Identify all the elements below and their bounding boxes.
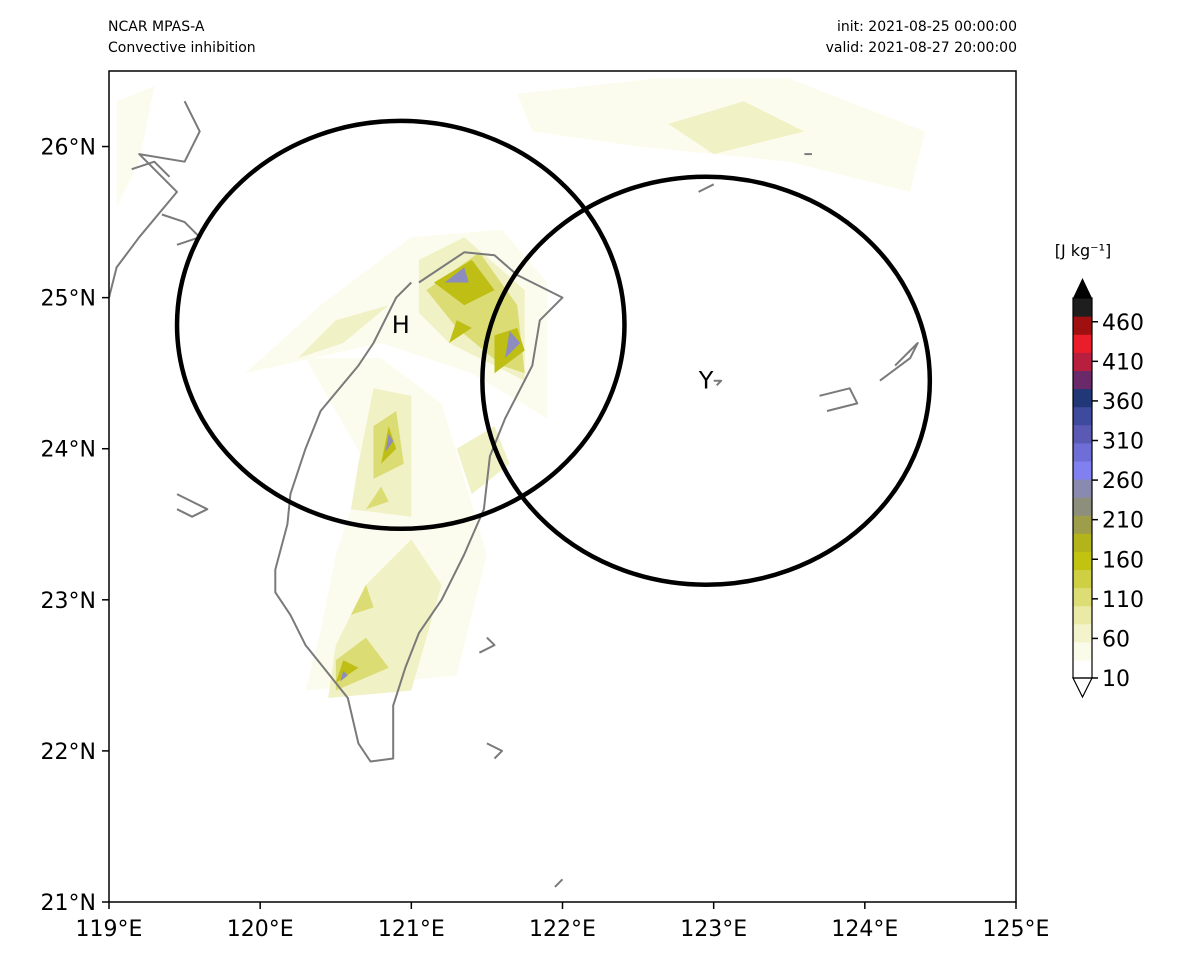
colorbar-tick-label: 210 — [1102, 509, 1144, 534]
colorbar-extend-min-triangle — [1072, 677, 1093, 699]
init-time: init: 2021-08-25 00:00:00 — [837, 19, 1017, 35]
colorbar-band-20 — [1073, 298, 1092, 317]
colorbar: [J kg⁻¹] 10 60 110 160 210 260 310 360 410 460 — [1055, 241, 1144, 699]
range-ring-y — [480, 174, 933, 587]
colorbar-band-18 — [1073, 334, 1092, 353]
lat-tick-label: 22°N — [41, 740, 96, 765]
lat-tick-label: 26°N — [41, 136, 96, 161]
cin-contour-60-5 — [668, 101, 805, 155]
colorbar-band-13 — [1073, 424, 1092, 444]
marker-label-h: H — [392, 311, 410, 339]
lon-tick-label: 119°E — [76, 917, 143, 942]
figure-header-left: NCAR MPAS-A Convective inhibition — [108, 17, 256, 59]
colorbar-band-11 — [1073, 460, 1092, 480]
coastline-1 — [109, 100, 201, 298]
colorbar-band-17 — [1073, 352, 1092, 371]
cin-contour-230-2 — [385, 433, 394, 452]
colorbar-tick-label: 410 — [1102, 350, 1144, 375]
colorbar-tick-label: 260 — [1102, 469, 1144, 494]
coastline-8 — [879, 342, 919, 382]
colorbar-tick-label: 460 — [1102, 311, 1144, 336]
marker-layer: HY — [174, 118, 933, 587]
colorbar-band-15 — [1073, 388, 1092, 408]
coastline-12 — [554, 878, 564, 888]
cin-contour-160-3 — [335, 660, 359, 683]
cin-contour-230-1 — [505, 330, 521, 359]
colorbar-band-6 — [1073, 551, 1092, 571]
colorbar-band-5 — [1073, 569, 1092, 589]
colorbar-band-2 — [1073, 623, 1092, 643]
model-name: NCAR MPAS-A — [108, 19, 205, 35]
coastline-4 — [176, 493, 209, 518]
colorbar-unit-label: [J kg⁻¹] — [1055, 241, 1112, 260]
lon-tick-label: 125°E — [983, 917, 1050, 942]
lon-tick-label: 122°E — [529, 917, 596, 942]
colorbar-tick-label: 310 — [1102, 430, 1144, 455]
coastline-7 — [819, 387, 859, 412]
valid-time: valid: 2021-08-27 20:00:00 — [825, 40, 1017, 56]
coastline-11 — [698, 183, 715, 193]
colorbar-band-14 — [1073, 406, 1092, 426]
colorbar-band-3 — [1073, 605, 1092, 625]
lon-tick-label: 120°E — [227, 917, 294, 942]
range-ring-h — [174, 118, 627, 532]
cin-contour-160-0 — [434, 259, 495, 306]
coastline-2 — [131, 160, 171, 178]
cin-contour-160-4 — [449, 320, 472, 343]
cin-contour-10-0 — [305, 358, 487, 691]
colorbar-band-16 — [1073, 370, 1092, 390]
lat-tick-label: 21°N — [41, 891, 96, 916]
cin-contour-layer — [116, 78, 926, 698]
lon-tick-label: 123°E — [680, 917, 747, 942]
colorbar-band-4 — [1073, 587, 1092, 607]
coastline-5 — [478, 636, 496, 654]
colorbar-extend-max-triangle — [1073, 278, 1092, 298]
colorbar-frame — [1072, 297, 1093, 679]
colorbar-band-0 — [1073, 659, 1092, 679]
coastline-3 — [161, 213, 201, 246]
colorbar-band-8 — [1073, 515, 1092, 534]
cin-contour-110-3 — [350, 584, 374, 615]
colorbar-tick-label: 360 — [1102, 390, 1144, 415]
axes-layer: 119°E 120°E 121°E 122°E 123°E 124°E 125°E 21°N 2… — [41, 136, 1050, 942]
lat-tick-label: 23°N — [41, 589, 96, 614]
field-name: Convective inhibition — [108, 40, 256, 56]
lon-tick-label: 121°E — [378, 917, 445, 942]
colorbar-band-7 — [1073, 533, 1092, 552]
cin-contour-60-3 — [456, 426, 510, 495]
cin-contour-10-3 — [116, 86, 155, 207]
colorbar-ticks: 10 60 110 160 210 260 310 360 410 460 — [1092, 311, 1144, 692]
colorbar-band-19 — [1073, 316, 1092, 335]
coastline-9 — [713, 379, 723, 386]
cin-contour-110-4 — [366, 486, 389, 510]
colorbar-band-10 — [1073, 478, 1092, 498]
colorbar-band-12 — [1073, 442, 1092, 462]
colorbar-tick-label: 10 — [1102, 667, 1130, 692]
cin-contour-60-4 — [298, 305, 389, 359]
colorbar-band-1 — [1073, 641, 1092, 661]
colorbar-tick-label: 60 — [1102, 627, 1130, 652]
coastline-0 — [274, 251, 564, 763]
figure-header-right: init: 2021-08-25 00:00:00 valid: 2021-08… — [826, 17, 1017, 59]
marker-label-y: Y — [698, 367, 714, 395]
lat-tick-label: 24°N — [41, 438, 96, 463]
map-area: HY — [109, 71, 1016, 902]
colorbar-band-9 — [1073, 497, 1092, 516]
colorbar-tick-label: 110 — [1102, 588, 1144, 613]
coastline-layer — [109, 100, 919, 888]
cin-contour-230-3 — [340, 670, 348, 682]
colorbar-bands — [1073, 298, 1092, 679]
lat-tick-label: 25°N — [41, 287, 96, 312]
map-background — [109, 71, 1016, 902]
colorbar-tick-label: 160 — [1102, 548, 1144, 573]
lon-tick-label: 124°E — [831, 917, 898, 942]
coastline-6 — [486, 742, 503, 760]
cin-contour-110-0 — [335, 637, 389, 691]
cin-contour-230-0 — [444, 267, 469, 283]
